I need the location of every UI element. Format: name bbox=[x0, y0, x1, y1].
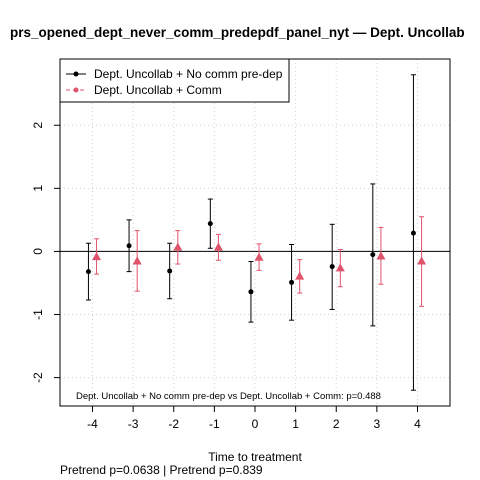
comparison-annotation: Dept. Uncollab + No comm pre-dep vs Dept… bbox=[76, 391, 381, 402]
x-axis: -4 -3 -2 -1 0 1 2 3 4 bbox=[87, 405, 421, 431]
series-1-point-5 bbox=[289, 279, 295, 285]
y-tick-label-3: 1 bbox=[31, 185, 45, 192]
series-layer bbox=[85, 74, 427, 391]
series-2-point-2 bbox=[173, 242, 183, 251]
x-tick-label-0: -4 bbox=[87, 417, 98, 431]
chart-title: prs_opened_dept_never_comm_predepdf_pane… bbox=[10, 25, 465, 40]
x-tick-label-4: 0 bbox=[252, 417, 259, 431]
y-tick-label-2: 0 bbox=[31, 248, 45, 255]
series-1-point-6 bbox=[329, 264, 335, 270]
series-1-point-3 bbox=[207, 221, 213, 227]
legend-marker-series-1 bbox=[73, 71, 79, 77]
series-2-point-0 bbox=[92, 251, 102, 261]
x-tick-label-3: -1 bbox=[209, 417, 220, 431]
series-1-point-7 bbox=[370, 252, 376, 258]
y-tick-label-1: -1 bbox=[31, 309, 45, 320]
series-1-point-2 bbox=[167, 268, 173, 274]
series-2-point-7 bbox=[376, 251, 386, 260]
y-tick-label-0: -2 bbox=[31, 372, 45, 383]
x-tick-label-5: 1 bbox=[292, 417, 299, 431]
series-2-point-1 bbox=[132, 256, 142, 265]
legend-box bbox=[59, 58, 290, 103]
legend-marker-series-2 bbox=[73, 87, 79, 93]
legend-label-series-2: Dept. Uncollab + Comm bbox=[94, 83, 222, 97]
x-tick-label-7: 3 bbox=[374, 417, 381, 431]
y-axis: -2 -1 0 1 2 bbox=[31, 122, 61, 383]
x-tick-label-2: -2 bbox=[168, 417, 179, 431]
series-1-point-4 bbox=[248, 289, 254, 295]
pretrend-footer: Pretrend p=0.0638 | Pretrend p=0.839 bbox=[60, 463, 263, 477]
y-tick-label-4: 2 bbox=[31, 122, 45, 129]
legend-label-series-1: Dept. Uncollab + No comm pre-dep bbox=[94, 67, 283, 81]
series-2-point-4 bbox=[254, 252, 264, 261]
series-2-point-6 bbox=[335, 263, 345, 272]
series-2-point-3 bbox=[213, 242, 223, 251]
legend: Dept. Uncollab + No comm pre-dep Dept. U… bbox=[59, 58, 290, 103]
x-tick-label-8: 4 bbox=[414, 417, 421, 431]
series-1-point-0 bbox=[85, 269, 91, 275]
series-1-point-8 bbox=[410, 230, 416, 236]
x-tick-label-1: -3 bbox=[128, 417, 139, 431]
series-1-point-1 bbox=[126, 243, 132, 249]
series-2-point-8 bbox=[417, 256, 427, 265]
series-2-point-5 bbox=[295, 271, 305, 280]
x-tick-label-6: 2 bbox=[333, 417, 340, 431]
x-axis-label: Time to treatment bbox=[208, 450, 302, 464]
grid bbox=[60, 59, 450, 406]
